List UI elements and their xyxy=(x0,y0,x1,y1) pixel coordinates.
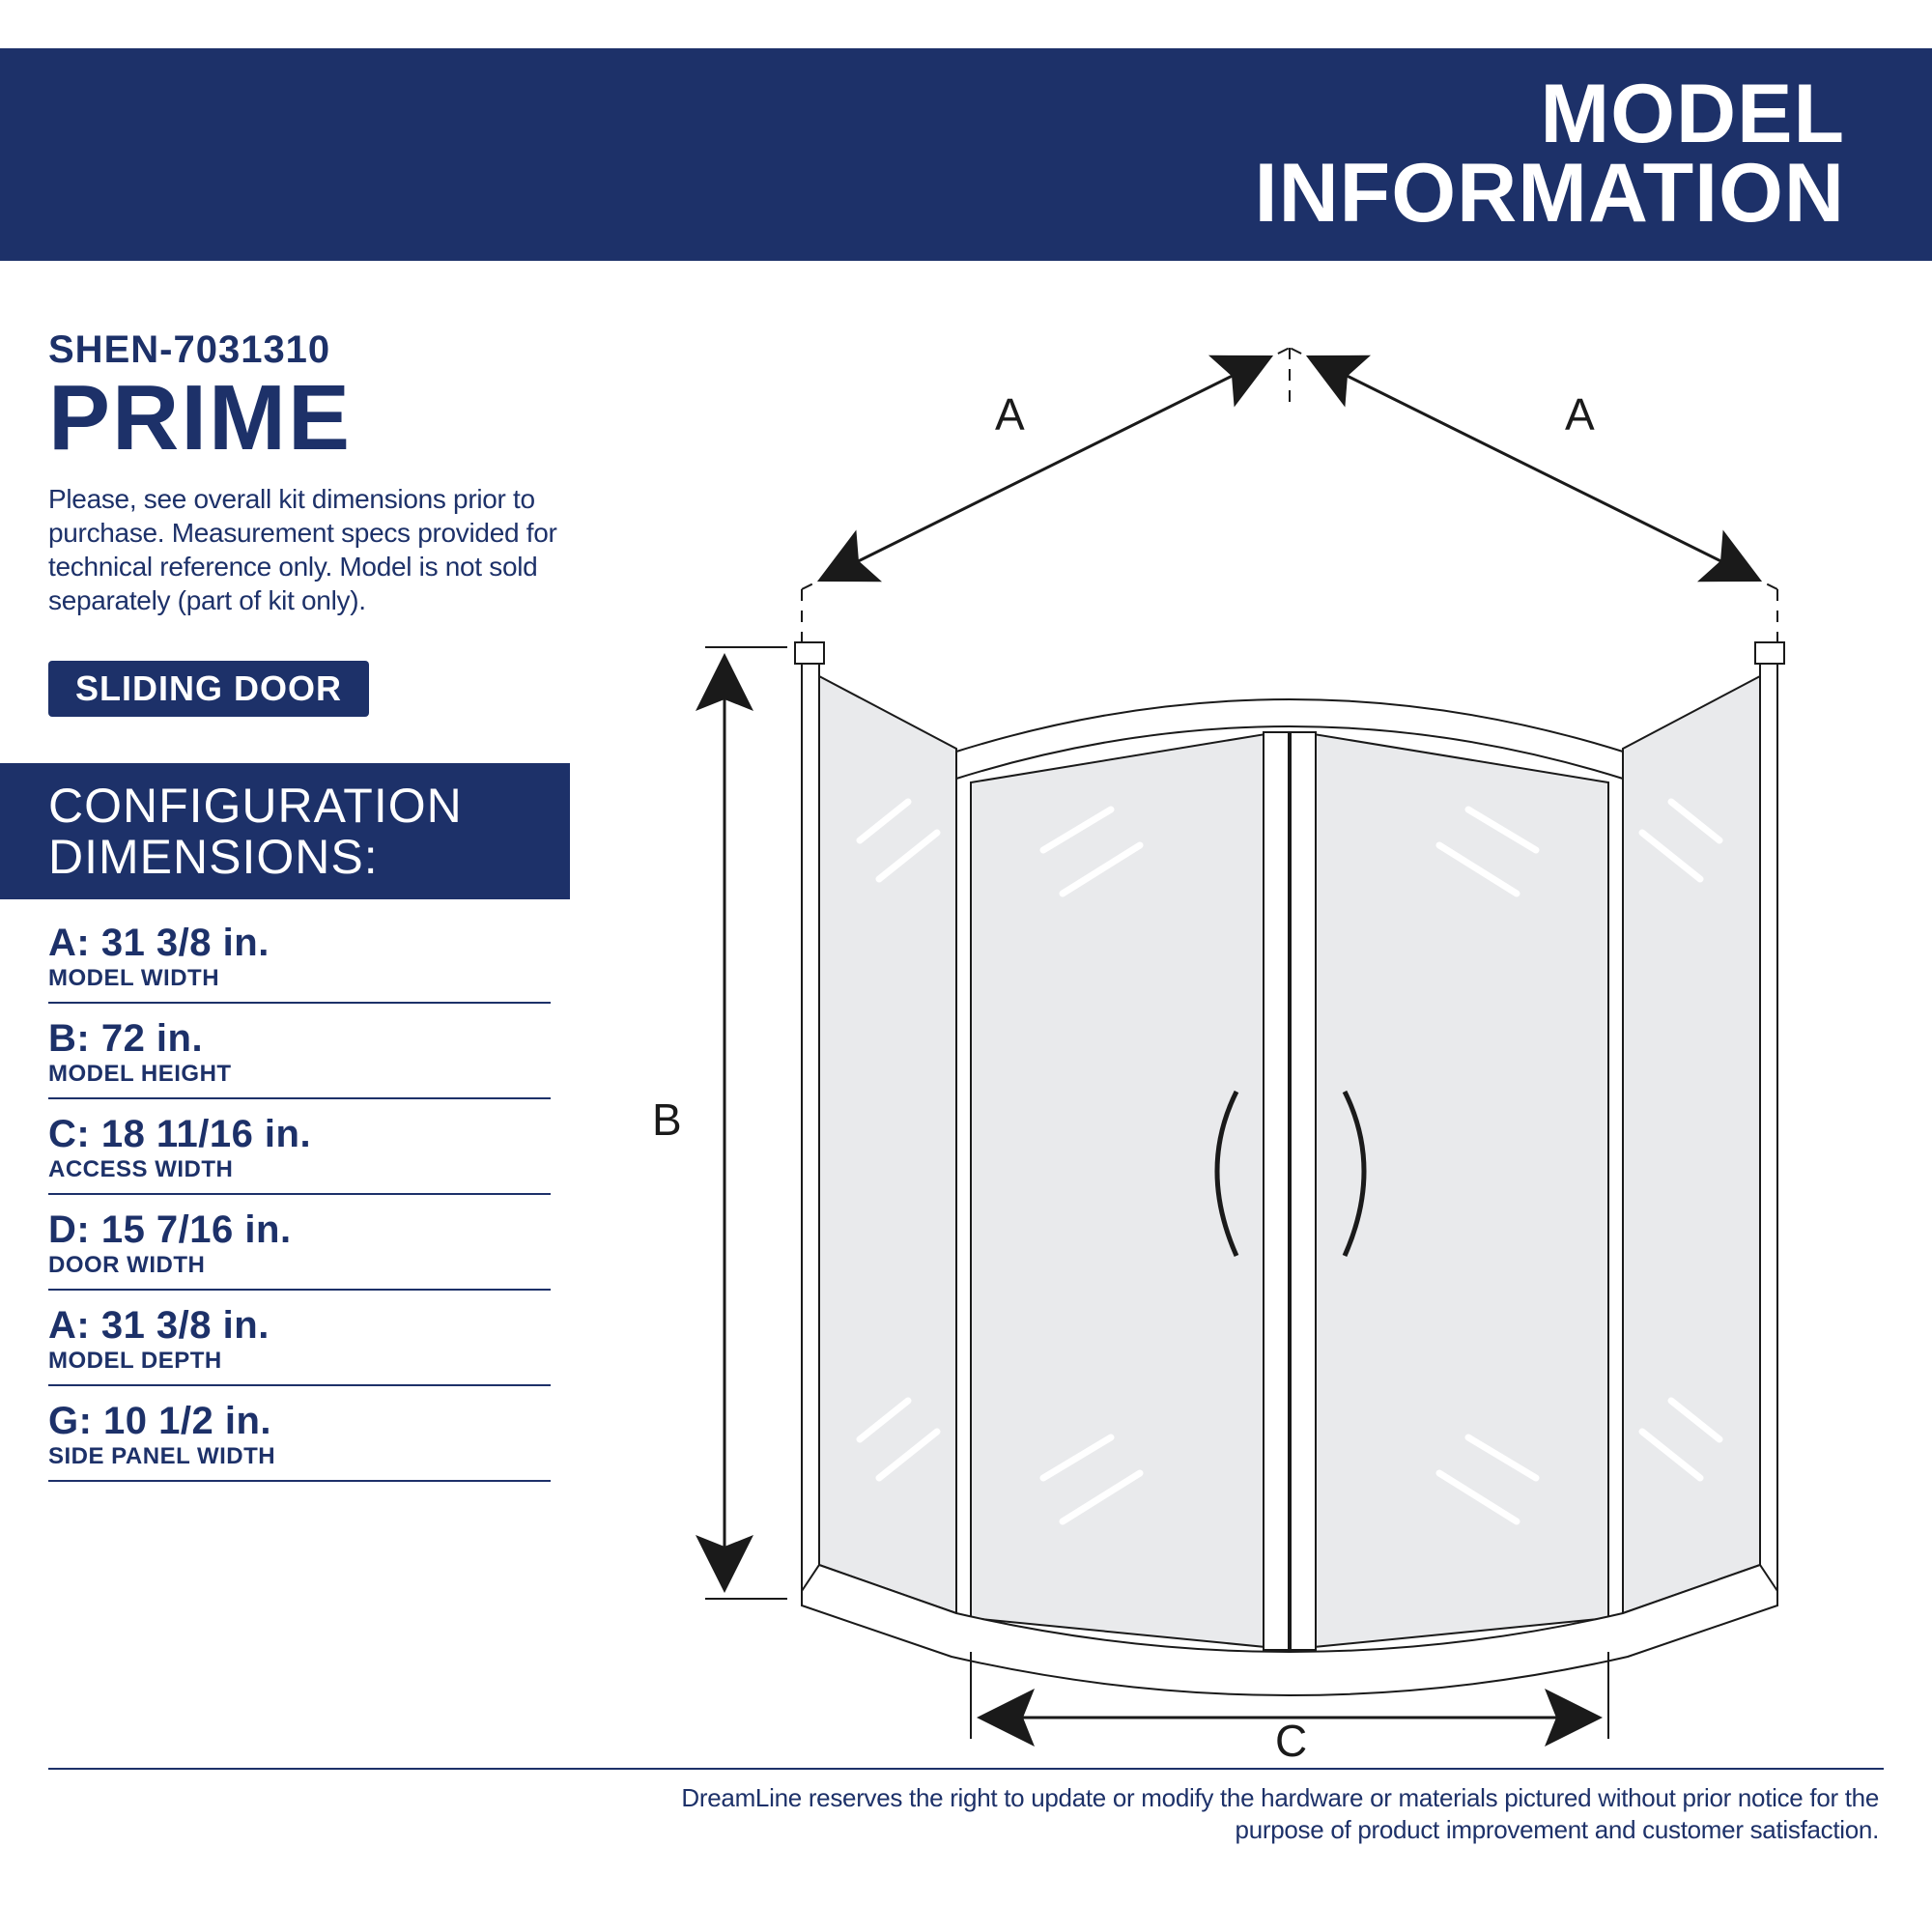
dim-value: B: 72 in. xyxy=(48,1017,551,1061)
disclaimer-text: Please, see overall kit dimensions prior… xyxy=(48,482,570,617)
info-column: SHEN-7031310 PRIME Please, see overall k… xyxy=(48,328,570,717)
dim-label: ACCESS WIDTH xyxy=(48,1156,551,1183)
dim-value: D: 15 7/16 in. xyxy=(48,1208,551,1252)
dim-label: MODEL DEPTH xyxy=(48,1348,551,1375)
config-header-line1: CONFIGURATION xyxy=(48,779,463,833)
dim-row: G: 10 1/2 in. SIDE PANEL WIDTH xyxy=(48,1386,551,1482)
dim-label: SIDE PANEL WIDTH xyxy=(48,1443,551,1470)
dim-value: A: 31 3/8 in. xyxy=(48,1304,551,1348)
dim-row: A: 31 3/8 in. MODEL WIDTH xyxy=(48,908,551,1004)
product-name: PRIME xyxy=(48,372,570,465)
dim-row: A: 31 3/8 in. MODEL DEPTH xyxy=(48,1291,551,1386)
config-header: CONFIGURATION DIMENSIONS: xyxy=(0,763,570,899)
config-header-line2: DIMENSIONS: xyxy=(48,830,379,884)
dim-letter-A-left: A xyxy=(995,389,1025,440)
dim-label: DOOR WIDTH xyxy=(48,1252,551,1279)
dim-letter-C: C xyxy=(1275,1716,1307,1758)
footer-text: DreamLine reserves the right to update o… xyxy=(623,1782,1879,1845)
dim-row: C: 18 11/16 in. ACCESS WIDTH xyxy=(48,1099,551,1195)
dim-label: MODEL WIDTH xyxy=(48,965,551,992)
footer-divider xyxy=(48,1768,1884,1770)
dim-row: D: 15 7/16 in. DOOR WIDTH xyxy=(48,1195,551,1291)
dim-row: B: 72 in. MODEL HEIGHT xyxy=(48,1004,551,1099)
door-type-badge: SLIDING DOOR xyxy=(48,661,369,717)
dim-value: G: 10 1/2 in. xyxy=(48,1400,551,1443)
dim-value: A: 31 3/8 in. xyxy=(48,922,551,965)
dim-letter-A-right: A xyxy=(1565,389,1595,440)
header-title: MODEL INFORMATION xyxy=(1255,75,1845,233)
header-line2: INFORMATION xyxy=(1255,147,1845,240)
dim-value: C: 18 11/16 in. xyxy=(48,1113,551,1156)
product-diagram: A A xyxy=(589,328,1884,1758)
dim-label: MODEL HEIGHT xyxy=(48,1061,551,1088)
dimensions-list: A: 31 3/8 in. MODEL WIDTH B: 72 in. MODE… xyxy=(48,908,551,1482)
dim-letter-B: B xyxy=(652,1094,682,1145)
header-bar: MODEL INFORMATION xyxy=(0,48,1932,261)
